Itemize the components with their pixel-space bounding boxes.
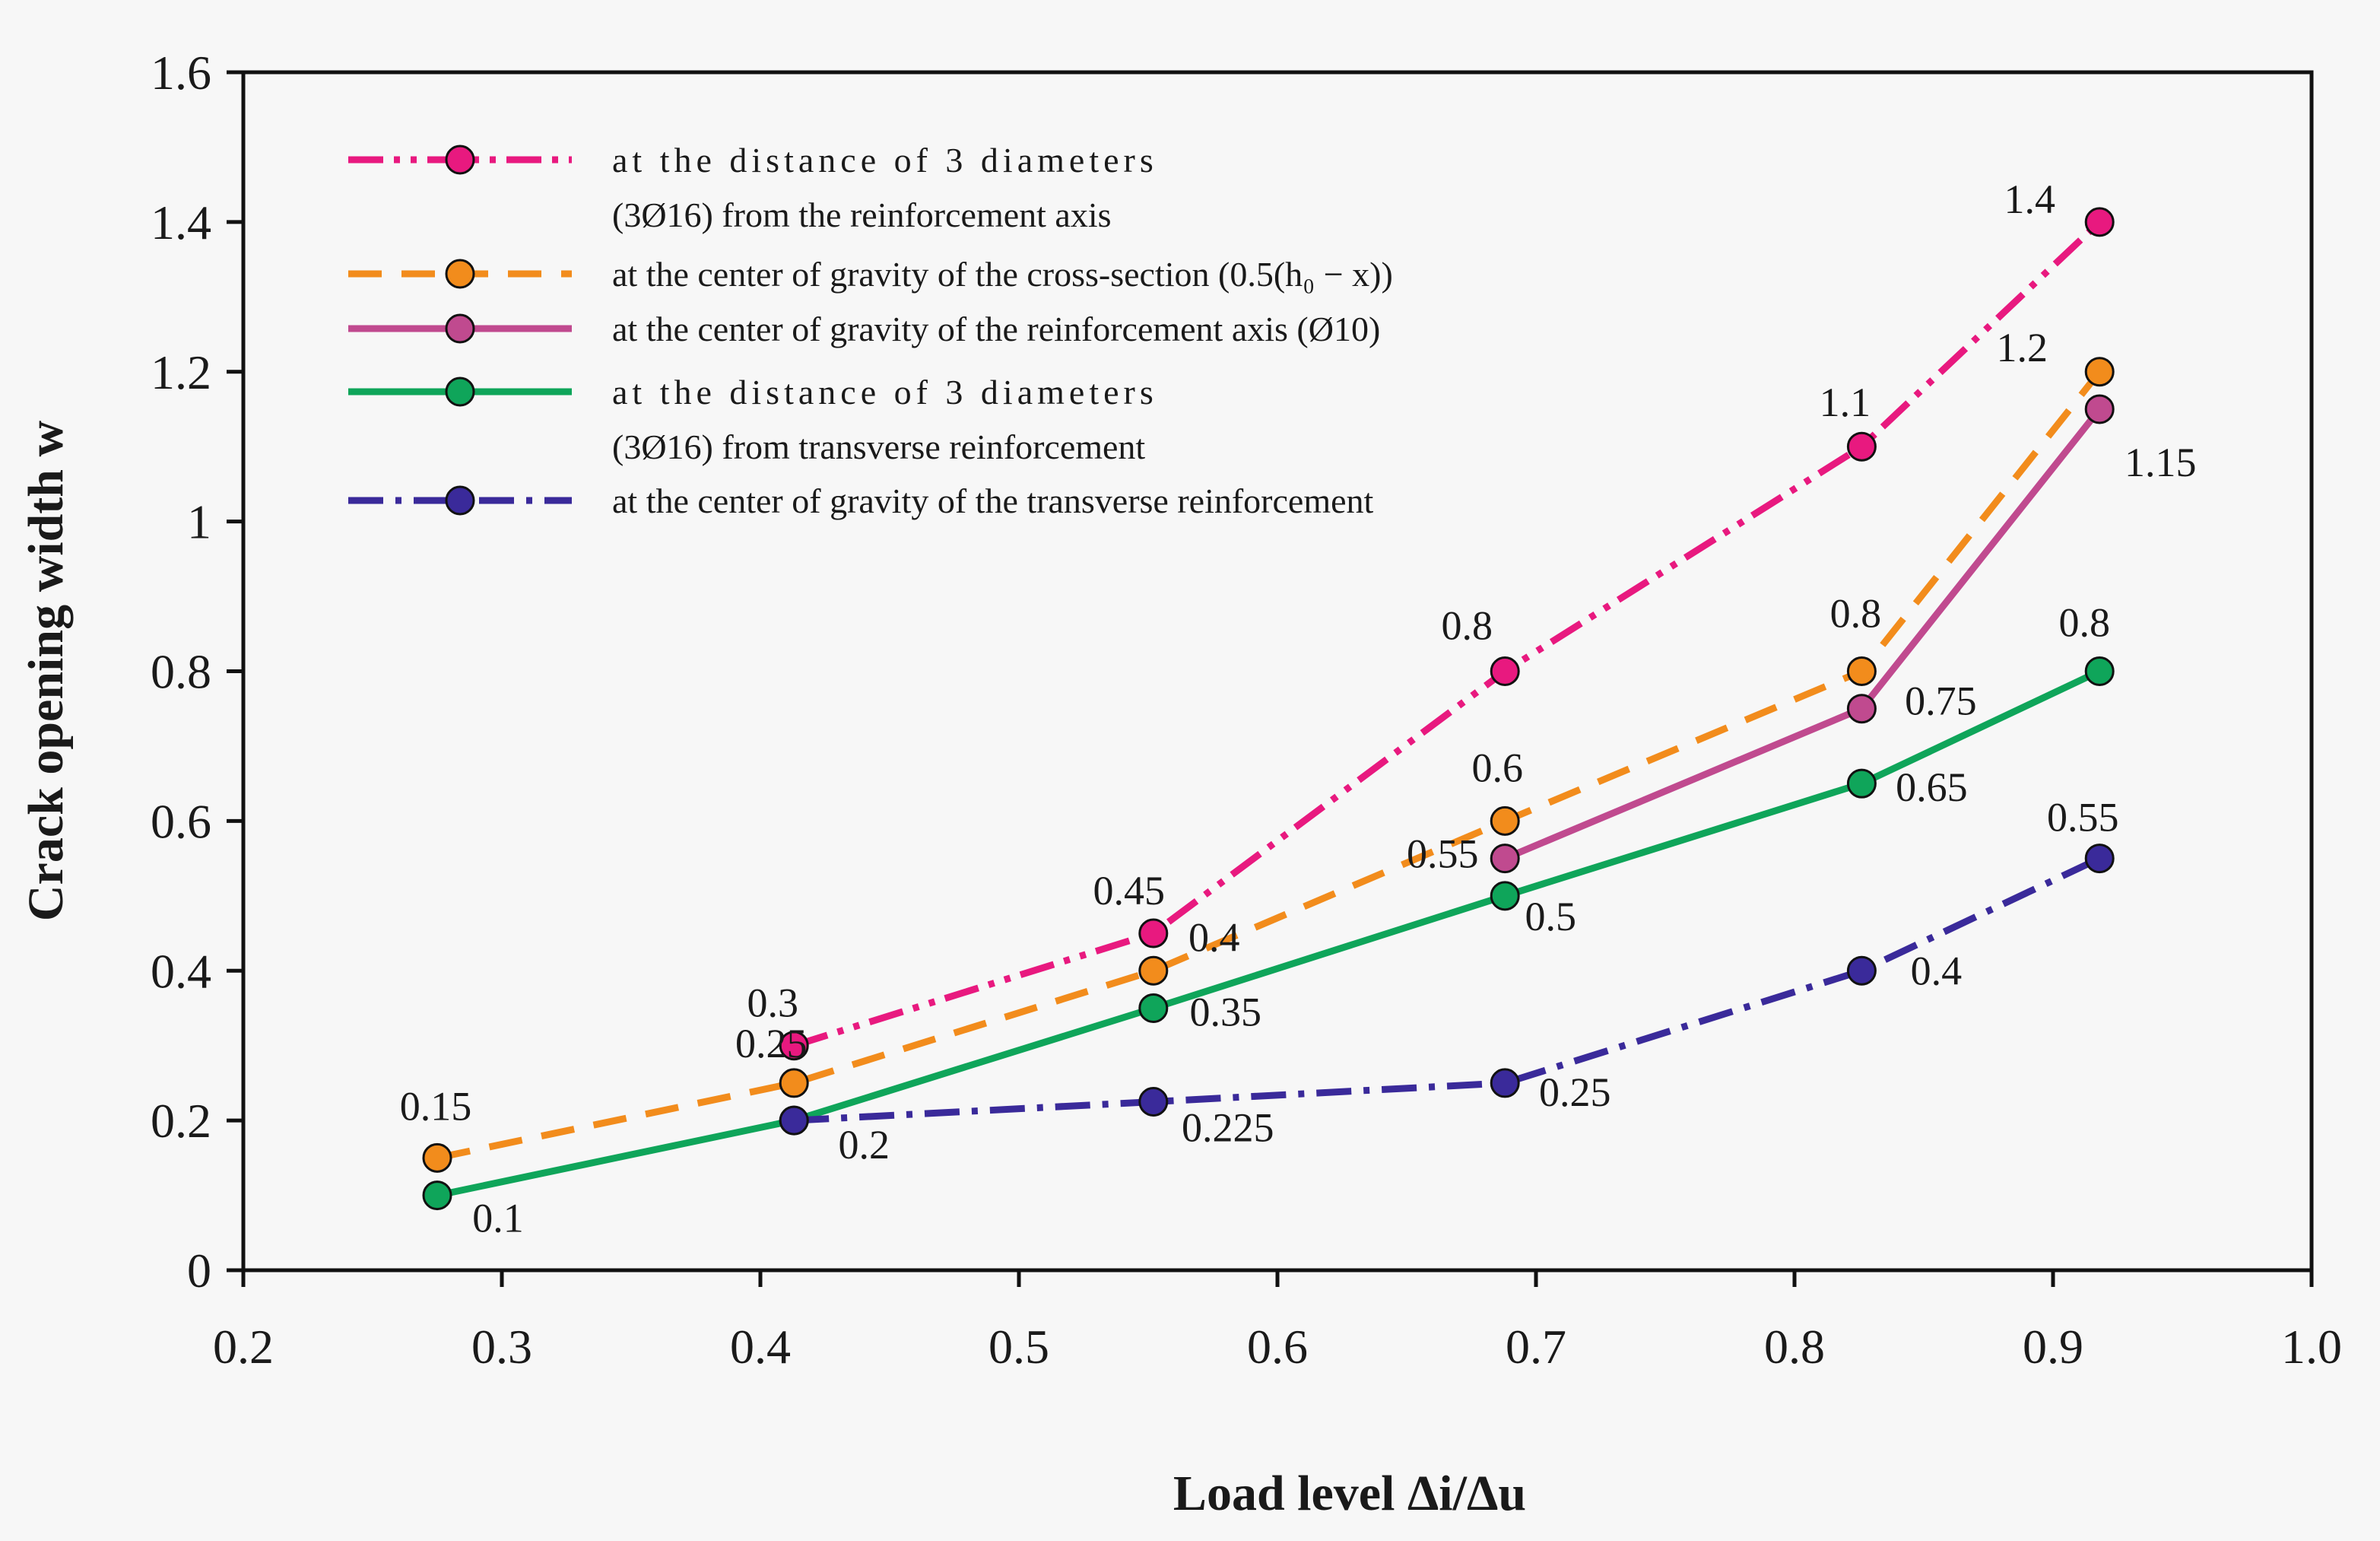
data-label: 0.35 — [1190, 989, 1262, 1034]
y-tick-label: 0.8 — [151, 645, 211, 699]
series-5-point — [1846, 955, 1877, 986]
data-label: 0.55 — [1407, 831, 1479, 877]
series-5-point — [1490, 1068, 1520, 1098]
x-tick-label: 0.7 — [1506, 1320, 1566, 1374]
series-2-point — [2084, 357, 2115, 387]
y-axis-title: Crack opening width w — [18, 421, 74, 922]
legend-marker-5 — [445, 485, 475, 516]
legend-label-1: (3Ø16) from the reinforcement axis — [612, 195, 1112, 234]
legend-label-5: at the center of gravity of the transver… — [612, 481, 1374, 520]
series-1-point — [1846, 431, 1877, 462]
legend-marker-3 — [445, 313, 475, 344]
data-label: 0.75 — [1905, 678, 1977, 724]
legend-label-1: at the distance of 3 diameters — [612, 141, 1158, 180]
y-tick-label: 0 — [187, 1244, 211, 1298]
legend: at the distance of 3 diameters (3Ø16) fro… — [348, 141, 1393, 520]
y-tick-label: 1.2 — [151, 345, 211, 399]
x-tick-label: 0.5 — [988, 1320, 1049, 1374]
series-4-point — [1846, 768, 1877, 799]
data-label: 1.15 — [2125, 440, 2197, 485]
series-5-point — [2084, 844, 2115, 874]
legend-label-2: at the center of gravity of the cross-se… — [612, 255, 1393, 294]
data-label: 0.2 — [838, 1122, 890, 1168]
legend-label-4: (3Ø16) from transverse reinforcement — [612, 427, 1145, 466]
x-tick-label: 0.2 — [213, 1320, 274, 1374]
data-label: 0.4 — [1911, 948, 1963, 993]
data-label: 0.225 — [1182, 1105, 1274, 1151]
series-4-point — [1490, 881, 1520, 911]
data-label: 0.25 — [1539, 1069, 1611, 1115]
data-label: 0.8 — [2058, 600, 2110, 646]
series-5-point — [779, 1105, 809, 1136]
data-label: 0.15 — [400, 1083, 472, 1129]
series-4-point — [1138, 993, 1169, 1023]
series-4-point — [422, 1180, 452, 1211]
y-tick-label: 1 — [187, 495, 211, 549]
series-2-point — [422, 1142, 452, 1173]
data-label: 0.8 — [1830, 591, 1882, 637]
legend-marker-4 — [445, 377, 475, 407]
x-axis: 0.2 0.3 0.4 0.5 0.6 0.7 0.8 0.9 1.0 — [213, 1270, 2342, 1374]
series-line-2 — [436, 370, 2102, 1161]
y-tick-label: 1.6 — [151, 46, 211, 100]
series-line-4 — [436, 668, 2102, 1199]
series-5-point — [1138, 1087, 1169, 1117]
series-3-point — [1490, 844, 1520, 874]
y-tick-label: 0.6 — [151, 794, 211, 848]
legend-marker-2 — [445, 259, 475, 289]
data-label: 1.2 — [1996, 325, 2048, 370]
y-tick-label: 1.4 — [151, 195, 211, 249]
legend-label-3: at the center of gravity of the reinforc… — [612, 310, 1380, 348]
legend-marker-1 — [445, 145, 475, 175]
data-label: 0.6 — [1471, 745, 1523, 790]
x-axis-title: Load level Δi/Δu — [1173, 1466, 1526, 1521]
data-label: 1.1 — [1820, 380, 1871, 425]
data-label: 0.45 — [1093, 868, 1166, 913]
series-2-point — [779, 1068, 809, 1098]
series-2-point — [1138, 955, 1169, 986]
x-tick-label: 0.3 — [471, 1320, 532, 1374]
y-tick-label: 0.4 — [151, 944, 211, 998]
y-axis: 0 0.2 0.4 0.6 0.8 1 1.2 1.4 1.6 — [151, 46, 243, 1298]
x-tick-label: 0.4 — [730, 1320, 791, 1374]
x-tick-label: 0.9 — [2023, 1320, 2083, 1374]
legend-label-4: at the distance of 3 diameters — [612, 373, 1158, 411]
series-1-point — [779, 1031, 809, 1061]
series-4-point — [2084, 656, 2115, 686]
data-label: 0.1 — [472, 1196, 524, 1241]
data-label: 0.65 — [1896, 764, 1968, 810]
x-tick-label: 0.6 — [1247, 1320, 1308, 1374]
series-1-point — [2084, 207, 2115, 237]
x-tick-label: 0.8 — [1764, 1320, 1825, 1374]
data-label: 0.5 — [1525, 894, 1576, 939]
data-label: 0.8 — [1441, 603, 1493, 649]
series-3-point — [2084, 394, 2115, 424]
data-label: 0.3 — [747, 980, 798, 1026]
data-label: 0.55 — [2047, 795, 2119, 840]
x-tick-label: 1.0 — [2281, 1320, 2342, 1374]
series-markers — [422, 207, 2115, 1211]
series-1-point — [1138, 918, 1169, 948]
series-2-point — [1846, 656, 1877, 686]
data-label: 0.4 — [1188, 914, 1240, 960]
series-2-point — [1490, 805, 1520, 836]
y-tick-label: 0.2 — [151, 1094, 211, 1148]
data-label: 1.4 — [2004, 176, 2055, 222]
data-labels: 0.3 0.45 0.8 1.1 1.4 0.15 0.25 0.4 0.6 0.8 1.2 0.55… — [400, 176, 2197, 1241]
series-3-point — [1846, 694, 1877, 724]
data-label: 0.25 — [735, 1021, 808, 1066]
series-1-point — [1490, 656, 1520, 686]
